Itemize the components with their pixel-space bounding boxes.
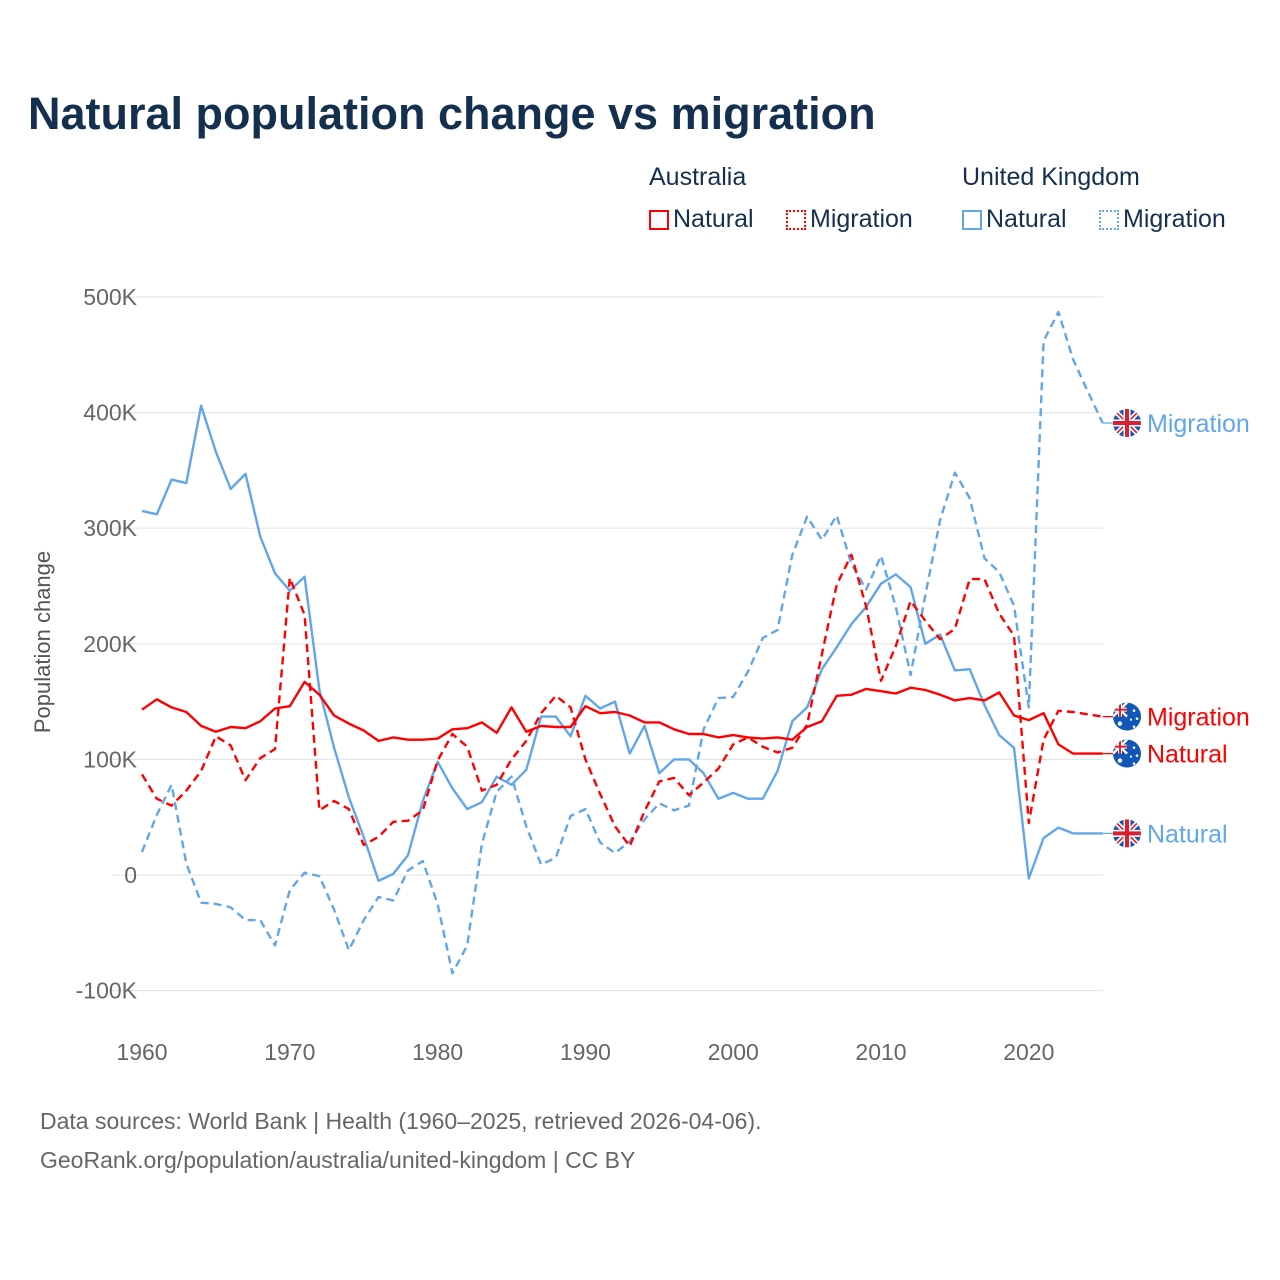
legend-group-australia: Australia <box>649 163 747 191</box>
y-tick-label: 300K <box>83 515 137 541</box>
x-tick-label: 2000 <box>708 1039 759 1065</box>
legend-item-uk-migration[interactable]: Migration <box>1099 205 1226 234</box>
australia-flag-icon <box>1113 703 1141 731</box>
uk-flag-icon <box>1113 409 1141 437</box>
x-tick-label: 2010 <box>855 1039 906 1065</box>
legend-item-uk-natural[interactable]: Natural <box>962 205 1067 234</box>
legend-label: Migration <box>810 205 913 233</box>
series-line-united-kingdom-natural <box>141 404 1103 882</box>
legend-swatch-dotted <box>786 209 806 230</box>
y-tick-label: 100K <box>83 746 137 772</box>
end-label: Migration <box>1147 410 1250 438</box>
x-tick-label: 1970 <box>264 1039 315 1065</box>
chart-title: Natural population change vs migration <box>28 88 876 139</box>
legend-swatch-solid <box>962 209 982 230</box>
legend-swatch-solid <box>649 209 669 230</box>
uk-flag-icon <box>1113 819 1141 847</box>
legend-label: Natural <box>673 205 754 233</box>
y-tick-label: 0 <box>124 862 137 888</box>
series-line-united-kingdom-migration <box>140 310 1104 975</box>
series-line-australia-migration <box>140 553 1103 848</box>
legend-item-australia-natural[interactable]: Natural <box>649 205 754 234</box>
legend-item-australia-migration[interactable]: Migration <box>786 205 913 234</box>
legend-group-uk: United Kingdom <box>962 163 1140 191</box>
y-tick-label: 500K <box>83 284 137 310</box>
australia-flag-icon <box>1113 740 1141 768</box>
end-label: Natural <box>1147 741 1228 769</box>
end-label: Natural <box>1147 820 1228 848</box>
source-note: Data sources: World Bank | Health (1960–… <box>40 1108 762 1134</box>
x-tick-label: 1990 <box>560 1039 611 1065</box>
credit-link[interactable]: GeoRank.org/population/australia/united-… <box>40 1147 636 1173</box>
y-tick-label: 400K <box>83 400 137 426</box>
y-tick-label: -100K <box>76 978 138 1004</box>
legend-swatch-dotted <box>1099 209 1119 230</box>
x-tick-label: 1980 <box>412 1039 463 1065</box>
end-label: Migration <box>1147 704 1250 732</box>
series-line-australia-natural <box>141 680 1103 755</box>
x-tick-label: 2020 <box>1003 1039 1054 1065</box>
x-tick-label: 1960 <box>116 1039 167 1065</box>
y-tick-label: 200K <box>83 631 137 657</box>
legend-label: Natural <box>986 205 1067 233</box>
legend-label: Migration <box>1123 205 1226 233</box>
